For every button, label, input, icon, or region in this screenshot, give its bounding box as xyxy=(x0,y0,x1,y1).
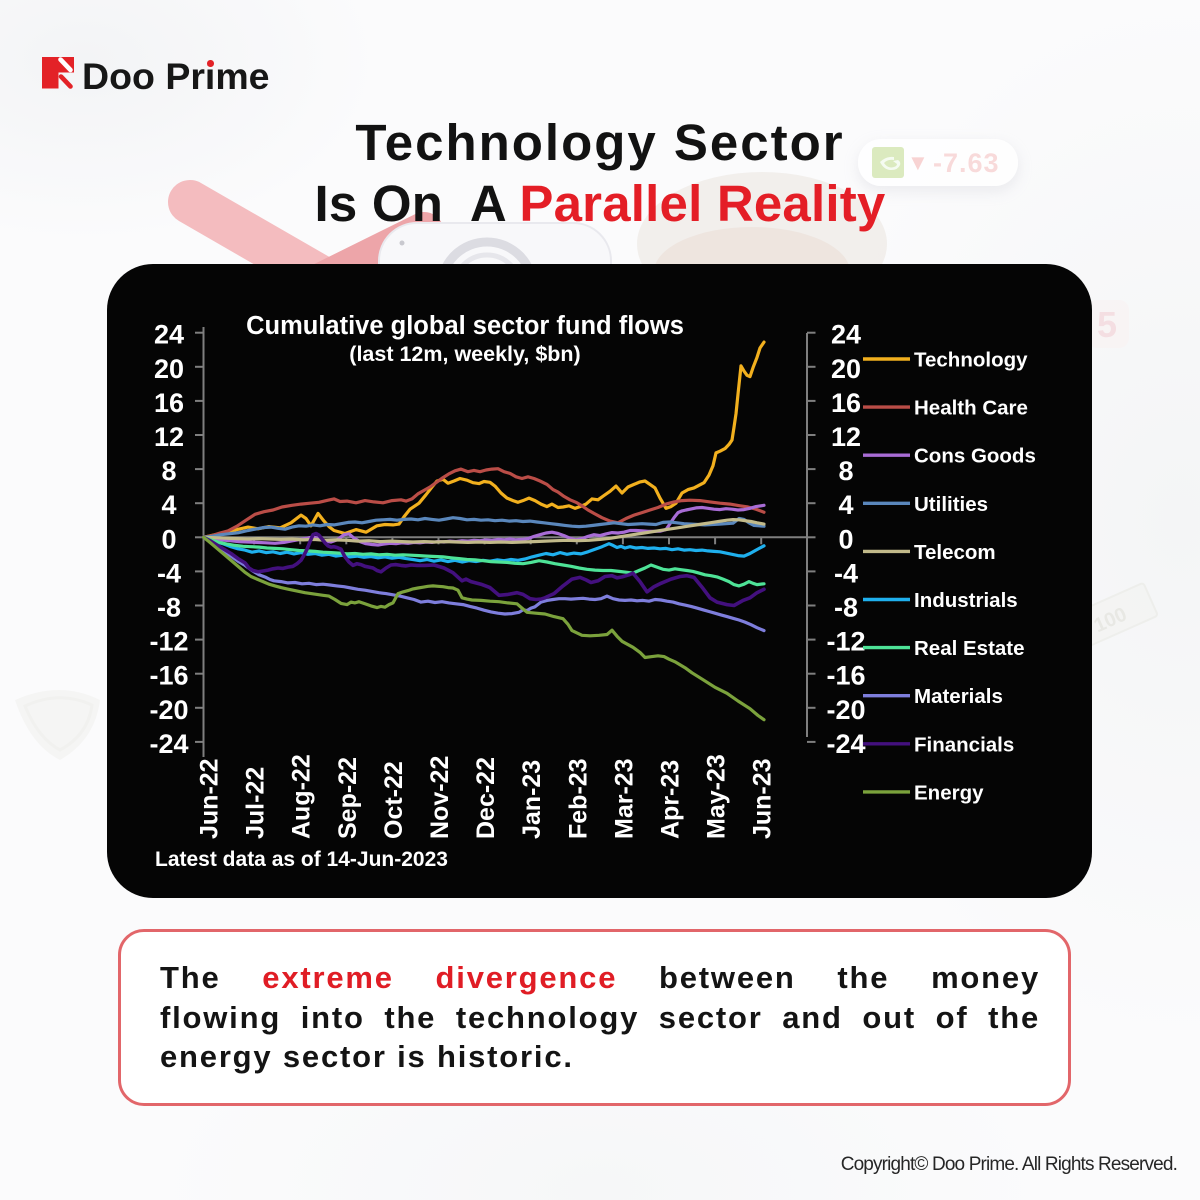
svg-text:-8: -8 xyxy=(157,593,181,623)
svg-text:Dec-22: Dec-22 xyxy=(472,757,500,839)
svg-text:12: 12 xyxy=(831,422,861,452)
svg-text:Real Estate: Real Estate xyxy=(914,637,1025,660)
svg-text:4: 4 xyxy=(838,490,853,520)
svg-text:16: 16 xyxy=(154,388,184,418)
svg-text:16: 16 xyxy=(831,388,861,418)
svg-text:-4: -4 xyxy=(834,558,858,588)
svg-text:▼: ▼ xyxy=(907,150,929,175)
svg-text:0: 0 xyxy=(838,524,853,554)
svg-text:Jul-22: Jul-22 xyxy=(242,767,270,839)
svg-text:24: 24 xyxy=(154,320,184,350)
svg-text:-4: -4 xyxy=(157,558,181,588)
svg-text:Jun-23: Jun-23 xyxy=(749,758,777,839)
svg-text:-24: -24 xyxy=(826,729,865,759)
svg-text:Nov-22: Nov-22 xyxy=(426,756,454,839)
svg-text:Energy: Energy xyxy=(914,781,984,804)
svg-text:-24: -24 xyxy=(149,729,188,759)
svg-text:Jan-23: Jan-23 xyxy=(518,760,546,839)
svg-text:20: 20 xyxy=(154,354,184,384)
svg-text:Financials: Financials xyxy=(914,733,1014,756)
svg-text:5: 5 xyxy=(1097,304,1117,345)
svg-text:-12: -12 xyxy=(826,627,865,657)
svg-text:12: 12 xyxy=(154,422,184,452)
svg-text:8: 8 xyxy=(838,456,853,486)
svg-text:Jun-22: Jun-22 xyxy=(196,758,224,839)
svg-text:Health Care: Health Care xyxy=(914,397,1028,420)
svg-text:Latest data as of 14-Jun-2023: Latest data as of 14-Jun-2023 xyxy=(155,848,448,871)
svg-text:Cons Goods: Cons Goods xyxy=(914,445,1036,468)
svg-text:-20: -20 xyxy=(826,695,865,725)
svg-text:-7.63: -7.63 xyxy=(933,148,1000,178)
svg-text:Telecom: Telecom xyxy=(914,541,996,564)
svg-text:Cumulative global sector fund: Cumulative global sector fund flows xyxy=(246,312,684,340)
svg-text:Apr-23: Apr-23 xyxy=(657,760,685,839)
svg-text:Sep-22: Sep-22 xyxy=(334,757,362,839)
svg-text:-16: -16 xyxy=(149,661,188,691)
svg-text:-16: -16 xyxy=(826,661,865,691)
svg-text:8: 8 xyxy=(161,456,176,486)
svg-text:Utilities: Utilities xyxy=(914,493,988,516)
svg-text:(last 12m, weekly, $bn): (last 12m, weekly, $bn) xyxy=(349,342,580,366)
svg-text:20: 20 xyxy=(831,354,861,384)
svg-text:0: 0 xyxy=(161,524,176,554)
svg-text:Materials: Materials xyxy=(914,685,1003,708)
svg-text:24: 24 xyxy=(831,320,861,350)
svg-text:Industrials: Industrials xyxy=(914,589,1018,612)
svg-text:Feb-23: Feb-23 xyxy=(564,758,592,839)
svg-text:Mar-23: Mar-23 xyxy=(610,758,638,839)
svg-text:Technology: Technology xyxy=(914,349,1028,372)
svg-text:Aug-22: Aug-22 xyxy=(288,754,316,839)
svg-text:-12: -12 xyxy=(149,627,188,657)
svg-text:Oct-22: Oct-22 xyxy=(380,761,408,839)
svg-text:4: 4 xyxy=(161,490,176,520)
svg-text:-20: -20 xyxy=(149,695,188,725)
svg-text:May-23: May-23 xyxy=(703,754,731,839)
svg-text:-8: -8 xyxy=(834,593,858,623)
